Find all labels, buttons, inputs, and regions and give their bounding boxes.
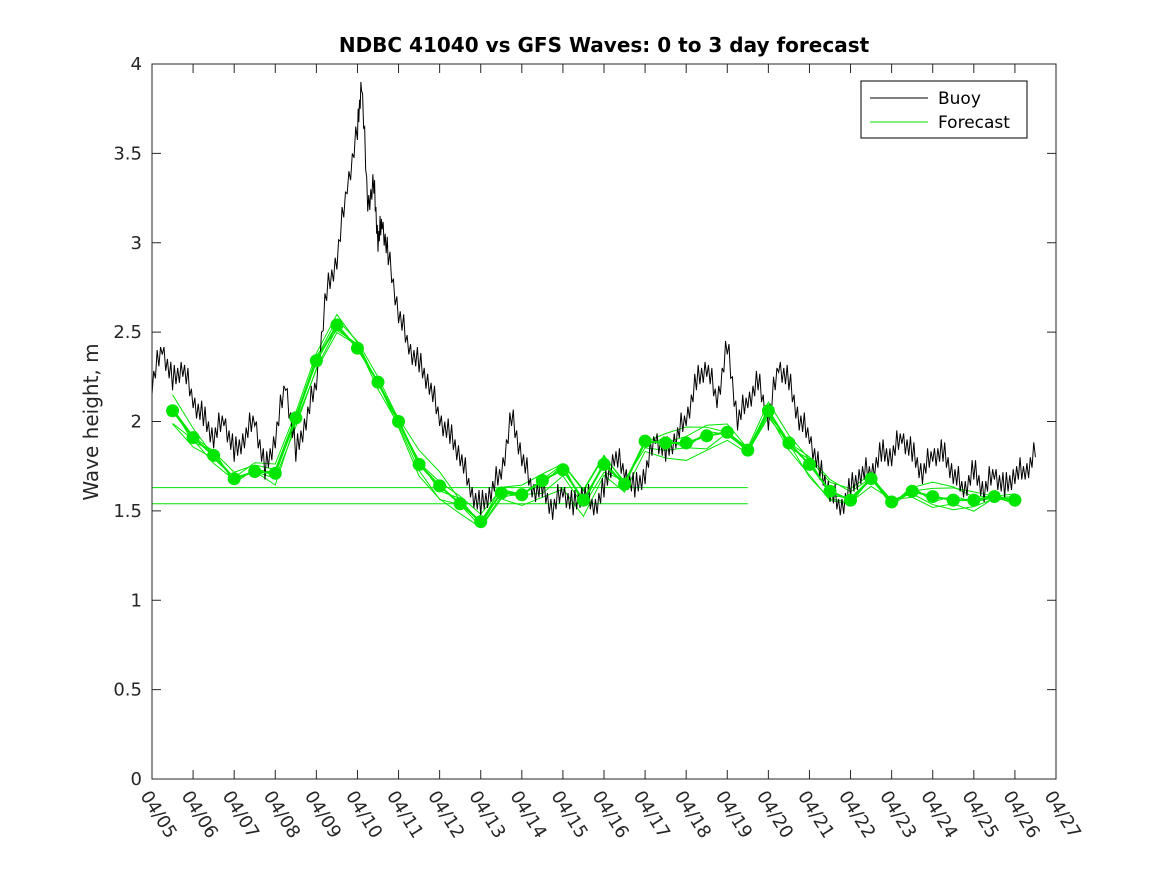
- forecast-point: [946, 493, 960, 507]
- chart-title: NDBC 41040 vs GFS Waves: 0 to 3 day fore…: [339, 33, 870, 57]
- forecast-point: [844, 493, 858, 507]
- legend-box: [860, 80, 1028, 139]
- forecast-point: [371, 375, 385, 389]
- y-tick-label: 3: [131, 233, 142, 254]
- forecast-point: [535, 473, 549, 487]
- y-axis-label: Wave height, m: [79, 343, 103, 500]
- y-tick-label: 0: [131, 769, 142, 790]
- forecast-point: [638, 434, 652, 448]
- forecast-point: [207, 448, 221, 462]
- forecast-point: [802, 457, 816, 471]
- y-tick-label: 1: [131, 590, 142, 611]
- forecast-point: [433, 479, 447, 493]
- forecast-point: [556, 463, 570, 477]
- y-tick-label: 3.5: [113, 143, 142, 164]
- legend: Buoy Forecast: [860, 80, 1028, 139]
- forecast-point: [905, 484, 919, 498]
- forecast-point: [227, 472, 241, 486]
- forecast-point: [309, 354, 323, 368]
- forecast-point: [453, 497, 467, 511]
- legend-label-forecast: Forecast: [938, 113, 1010, 133]
- forecast-point: [330, 318, 344, 332]
- forecast-point: [186, 431, 200, 445]
- forecast-point: [885, 495, 899, 509]
- forecast-point: [350, 341, 364, 355]
- y-axis: 0 0.5 1 1.5 2 2.5 3 3.5 4: [113, 54, 1056, 790]
- forecast-point: [967, 493, 981, 507]
- forecast-point: [576, 493, 590, 507]
- forecast-point: [515, 488, 529, 502]
- forecast-point: [987, 490, 1001, 504]
- forecast-point: [720, 425, 734, 439]
- forecast-point: [597, 457, 611, 471]
- forecast-point: [659, 436, 673, 450]
- forecast-point: [700, 429, 714, 443]
- forecast-point: [166, 404, 180, 418]
- forecast-point: [823, 484, 837, 498]
- forecast-point: [474, 515, 488, 529]
- forecast-point: [741, 443, 755, 457]
- forecast-point: [494, 486, 508, 500]
- plot-area: [151, 63, 1057, 780]
- forecast-point: [1008, 493, 1022, 507]
- forecast-point: [618, 477, 632, 491]
- forecast-point: [392, 415, 406, 428]
- forecast-point: [289, 411, 303, 425]
- y-tick-label: 2: [131, 412, 142, 433]
- y-tick-label: 4: [131, 54, 142, 75]
- forecast-point: [761, 404, 775, 418]
- forecast-point: [926, 490, 940, 504]
- legend-label-buoy: Buoy: [938, 89, 981, 109]
- forecast-point: [864, 472, 878, 486]
- y-tick-label: 1.5: [113, 501, 142, 522]
- forecast-point: [248, 465, 262, 479]
- forecast-point: [679, 436, 693, 450]
- forecast-point: [268, 466, 282, 480]
- y-tick-label: 2.5: [113, 322, 142, 343]
- y-tick-label: 0.5: [113, 680, 142, 701]
- forecast-point: [412, 457, 426, 471]
- forecast-point: [782, 436, 796, 450]
